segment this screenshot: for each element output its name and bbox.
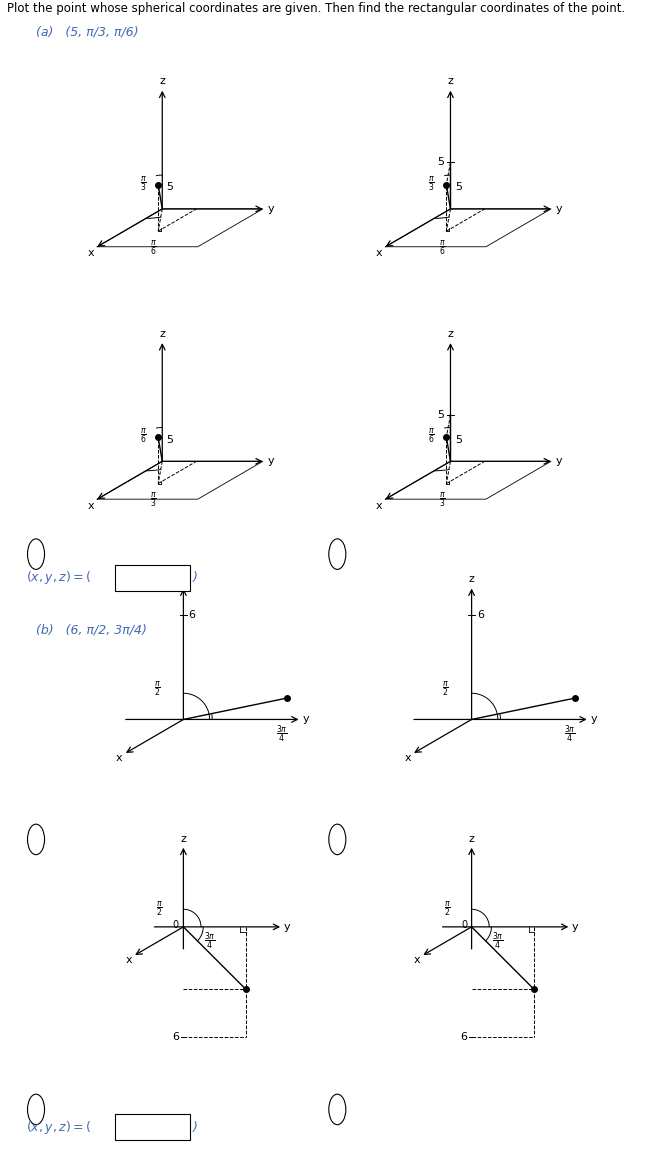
Text: z: z (181, 834, 186, 844)
Text: $\frac{\pi}{6}$: $\frac{\pi}{6}$ (428, 426, 436, 445)
Text: $\frac{\pi}{3}$: $\frac{\pi}{3}$ (140, 174, 147, 193)
Text: $\frac{\pi}{2}$: $\frac{\pi}{2}$ (442, 679, 449, 697)
Text: 5: 5 (166, 434, 174, 445)
Text: 0: 0 (461, 919, 467, 930)
Text: 5: 5 (438, 157, 445, 168)
Text: y: y (591, 715, 598, 724)
Text: z: z (469, 574, 474, 585)
Text: 5: 5 (455, 182, 462, 193)
Text: $\frac{3\pi}{4}$: $\frac{3\pi}{4}$ (204, 931, 215, 952)
Text: x: x (404, 753, 411, 763)
Text: $\frac{\pi}{6}$: $\frac{\pi}{6}$ (140, 426, 147, 445)
Text: $\frac{\pi}{2}$: $\frac{\pi}{2}$ (154, 679, 160, 697)
Text: y: y (572, 922, 578, 932)
Text: x: x (87, 501, 94, 511)
Text: $\frac{3\pi}{4}$: $\frac{3\pi}{4}$ (492, 931, 504, 952)
Text: $\frac{\pi}{6}$: $\frac{\pi}{6}$ (151, 238, 157, 257)
Text: y: y (268, 204, 274, 214)
Text: x: x (87, 249, 94, 258)
Text: y: y (303, 715, 310, 724)
Text: y: y (284, 922, 290, 932)
Text: z: z (447, 76, 453, 87)
Text: $\frac{\pi}{3}$: $\frac{\pi}{3}$ (151, 491, 157, 510)
Text: 6: 6 (460, 1032, 467, 1043)
Text: x: x (375, 249, 382, 258)
Text: y: y (268, 457, 274, 466)
Text: y: y (556, 204, 563, 214)
Text: z: z (159, 329, 165, 339)
Text: 6: 6 (189, 609, 196, 620)
Text: $\frac{3\pi}{4}$: $\frac{3\pi}{4}$ (276, 724, 288, 745)
Text: 5: 5 (455, 434, 462, 445)
Text: z: z (159, 76, 165, 87)
Text: 5: 5 (166, 182, 174, 193)
Text: ): ) (193, 571, 197, 585)
Text: $\frac{\pi}{2}$: $\frac{\pi}{2}$ (444, 899, 451, 918)
Text: z: z (469, 834, 474, 844)
Text: $\frac{\pi}{3}$: $\frac{\pi}{3}$ (439, 491, 445, 510)
Text: z: z (181, 574, 186, 585)
Text: x: x (126, 956, 132, 965)
Text: 6: 6 (172, 1032, 179, 1043)
Text: (a)   (5, π/3, π/6): (a) (5, π/3, π/6) (36, 26, 139, 39)
Text: ): ) (193, 1120, 197, 1134)
Text: $\frac{\pi}{3}$: $\frac{\pi}{3}$ (428, 174, 436, 193)
Text: $(x, y, z) = ($: $(x, y, z) = ($ (26, 1119, 92, 1135)
Text: x: x (414, 956, 421, 965)
Text: (b)   (6, π/2, 3π/4): (b) (6, π/2, 3π/4) (36, 623, 147, 636)
Text: Plot the point whose spherical coordinates are given. Then find the rectangular : Plot the point whose spherical coordinat… (7, 1, 625, 15)
Text: x: x (116, 753, 122, 763)
Text: $\frac{3\pi}{4}$: $\frac{3\pi}{4}$ (564, 724, 576, 745)
Text: y: y (556, 457, 563, 466)
Text: $\frac{\pi}{6}$: $\frac{\pi}{6}$ (439, 238, 445, 257)
Text: 0: 0 (173, 919, 179, 930)
Text: 6: 6 (477, 609, 484, 620)
Text: $\frac{\pi}{2}$: $\frac{\pi}{2}$ (156, 899, 162, 918)
Text: 5: 5 (438, 410, 445, 420)
Text: x: x (375, 501, 382, 511)
Text: z: z (447, 329, 453, 339)
Text: $(x, y, z) = ($: $(x, y, z) = ($ (26, 569, 92, 586)
